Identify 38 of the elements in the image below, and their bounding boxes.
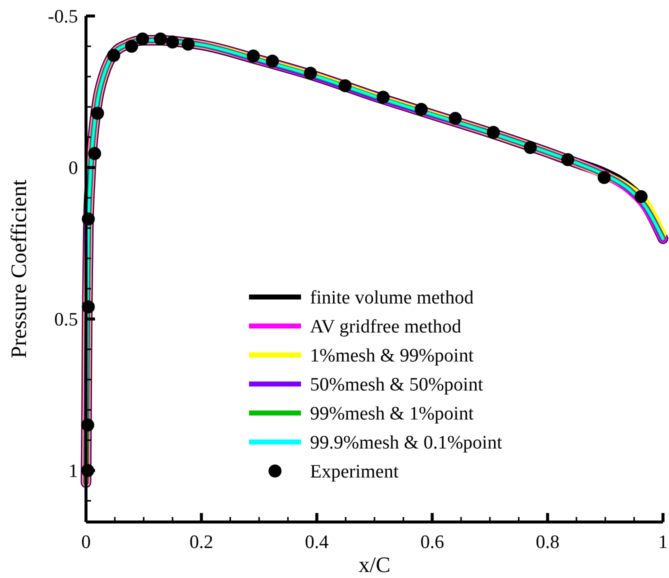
legend-label: AV gridfree method bbox=[310, 316, 462, 338]
point bbox=[338, 79, 352, 92]
point bbox=[598, 170, 611, 184]
point bbox=[107, 48, 120, 62]
x-tick-label: 1 bbox=[658, 532, 668, 553]
point bbox=[524, 141, 537, 154]
x-tick-label: 0.8 bbox=[536, 532, 560, 553]
x-tick-label: 0.6 bbox=[420, 532, 444, 553]
y-tick-label: 1 bbox=[68, 461, 78, 482]
x-tick-label: 0.4 bbox=[304, 532, 330, 553]
point bbox=[486, 126, 500, 139]
point bbox=[166, 36, 180, 49]
point bbox=[154, 32, 167, 46]
point bbox=[246, 49, 260, 62]
point bbox=[182, 38, 195, 51]
point bbox=[304, 66, 317, 80]
y-tick-label: -0.5 bbox=[48, 6, 78, 28]
y-tick-label: 0.5 bbox=[54, 310, 78, 331]
legend-label: 99%mesh & 1%point bbox=[310, 404, 474, 425]
y-tick-label: 0 bbox=[68, 158, 78, 180]
point bbox=[136, 32, 150, 46]
x-tick-label: 0.2 bbox=[190, 532, 214, 553]
point bbox=[448, 112, 462, 125]
x-axis-title: x/C bbox=[358, 552, 390, 577]
point bbox=[266, 54, 279, 68]
legend-label: 1%mesh & 99%point bbox=[310, 346, 474, 367]
legend-label: 99.9%mesh & 0.1%point bbox=[310, 432, 503, 454]
legend-label: Experiment bbox=[310, 462, 400, 483]
point bbox=[561, 153, 574, 166]
point bbox=[634, 190, 648, 204]
legend-label: 50%mesh & 50%point bbox=[310, 374, 484, 396]
point bbox=[414, 102, 428, 116]
y-axis-title: Pressure Coefficient bbox=[6, 180, 31, 358]
point bbox=[91, 106, 104, 120]
point bbox=[376, 90, 390, 104]
legend-label: finite volume method bbox=[310, 288, 474, 309]
point bbox=[88, 147, 102, 160]
point bbox=[125, 40, 138, 53]
